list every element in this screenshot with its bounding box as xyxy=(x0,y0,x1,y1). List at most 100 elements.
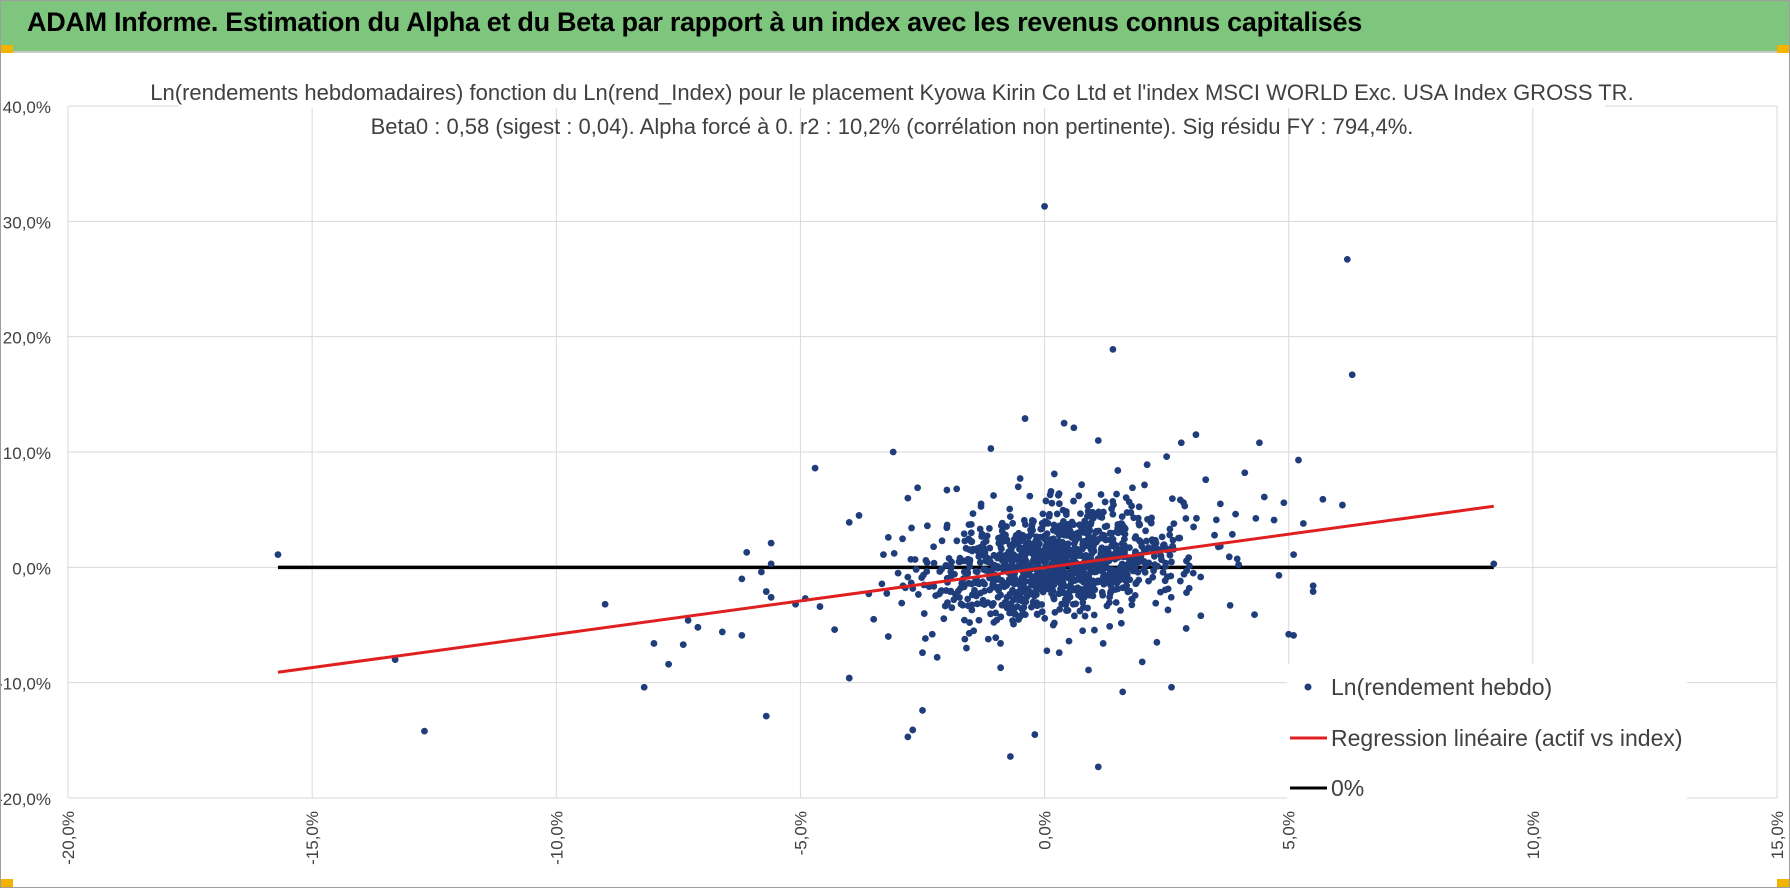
data-point xyxy=(1170,520,1178,528)
scatter-points xyxy=(274,202,1498,771)
data-point xyxy=(757,568,765,576)
data-point xyxy=(1168,495,1176,503)
data-point xyxy=(937,588,945,596)
legend: Ln(rendement hebdo) Regression linéaire … xyxy=(1287,664,1687,804)
data-point xyxy=(1176,496,1184,504)
data-point xyxy=(1123,509,1131,516)
data-point xyxy=(1019,609,1027,617)
data-point xyxy=(908,524,915,532)
data-point xyxy=(679,641,687,649)
data-point xyxy=(1034,586,1042,593)
data-point xyxy=(1078,481,1086,489)
data-point xyxy=(1152,599,1160,607)
data-point xyxy=(1089,583,1097,591)
data-point xyxy=(1005,575,1013,583)
data-point xyxy=(1014,596,1022,604)
data-point xyxy=(972,567,980,575)
data-point xyxy=(973,600,981,608)
data-point xyxy=(1041,535,1049,543)
data-point xyxy=(694,623,702,631)
corner-marker-bottom-right xyxy=(1777,879,1789,887)
y-tick-label: 20,0% xyxy=(3,329,51,348)
data-point xyxy=(1055,490,1063,498)
data-point xyxy=(1117,619,1125,627)
data-point xyxy=(1055,590,1063,598)
data-point xyxy=(1339,501,1346,509)
data-point xyxy=(904,494,912,502)
data-point xyxy=(767,593,775,601)
data-point xyxy=(1088,549,1096,557)
data-point xyxy=(1166,551,1174,559)
data-point xyxy=(1130,561,1138,569)
regression-line xyxy=(277,504,1494,674)
data-point xyxy=(1030,556,1037,564)
data-point xyxy=(1001,558,1009,566)
data-point xyxy=(1089,592,1097,600)
data-point xyxy=(967,520,975,528)
data-point xyxy=(964,595,972,603)
data-point xyxy=(997,640,1004,647)
data-point xyxy=(1014,554,1022,561)
data-point xyxy=(920,571,927,579)
data-point xyxy=(1141,481,1148,489)
data-point xyxy=(1030,575,1038,582)
regression-line-series xyxy=(277,504,1494,674)
data-point xyxy=(1163,453,1171,461)
data-point xyxy=(883,590,891,597)
data-point xyxy=(1081,552,1089,560)
data-point xyxy=(948,558,955,566)
data-point xyxy=(1119,688,1127,696)
report-title: ADAM Informe. Estimation du Alpha et du … xyxy=(27,7,1362,37)
data-point xyxy=(953,537,961,545)
data-point xyxy=(956,554,964,562)
data-point xyxy=(1043,647,1051,655)
data-point xyxy=(988,602,996,609)
data-point xyxy=(684,616,692,624)
data-point xyxy=(1020,516,1028,524)
data-point xyxy=(914,591,922,598)
data-point xyxy=(1128,502,1136,510)
data-point xyxy=(1080,578,1088,586)
corner-marker-bottom-left xyxy=(1,879,13,887)
data-point xyxy=(1117,607,1124,614)
data-point xyxy=(1006,505,1014,513)
data-point xyxy=(1126,544,1133,552)
legend-marker-points xyxy=(1304,683,1312,691)
x-tick-label: -10,0% xyxy=(547,811,566,865)
data-point xyxy=(1107,587,1115,595)
data-point xyxy=(884,533,892,541)
data-point xyxy=(1106,622,1114,630)
data-point xyxy=(1122,494,1130,502)
data-point xyxy=(1033,547,1041,555)
data-point xyxy=(1046,491,1054,499)
data-point xyxy=(1048,539,1055,547)
x-tick-label: 10,0% xyxy=(1524,811,1543,859)
x-tick-label: -20,0% xyxy=(59,811,78,865)
x-tick-label: -5,0% xyxy=(791,811,810,855)
data-point xyxy=(1070,424,1078,432)
data-point xyxy=(1080,521,1088,529)
data-point xyxy=(1142,527,1149,535)
data-point xyxy=(899,535,906,543)
chart-subtitle: Beta0 : 0,58 (sigest : 0,04). Alpha forc… xyxy=(371,114,1414,139)
x-tick-label: -15,0% xyxy=(303,811,322,865)
data-point xyxy=(1074,566,1082,574)
data-point xyxy=(855,512,863,519)
data-point xyxy=(1042,497,1050,505)
data-point xyxy=(1143,537,1150,545)
x-axis-tick-labels: -20,0% -15,0% -10,0% -5,0% 0,0% 5,0% 10,0% 15,0… xyxy=(59,811,1787,865)
data-point xyxy=(1064,597,1071,605)
data-point xyxy=(1111,570,1119,578)
data-point xyxy=(738,631,746,639)
data-point xyxy=(930,582,938,590)
data-point xyxy=(930,559,938,567)
data-point xyxy=(981,549,989,557)
data-point xyxy=(1070,612,1078,620)
data-point xyxy=(1028,603,1035,611)
data-point xyxy=(274,551,282,559)
data-point xyxy=(1118,513,1126,521)
data-point xyxy=(767,539,775,547)
data-point xyxy=(994,593,1002,601)
data-point xyxy=(1033,599,1041,607)
